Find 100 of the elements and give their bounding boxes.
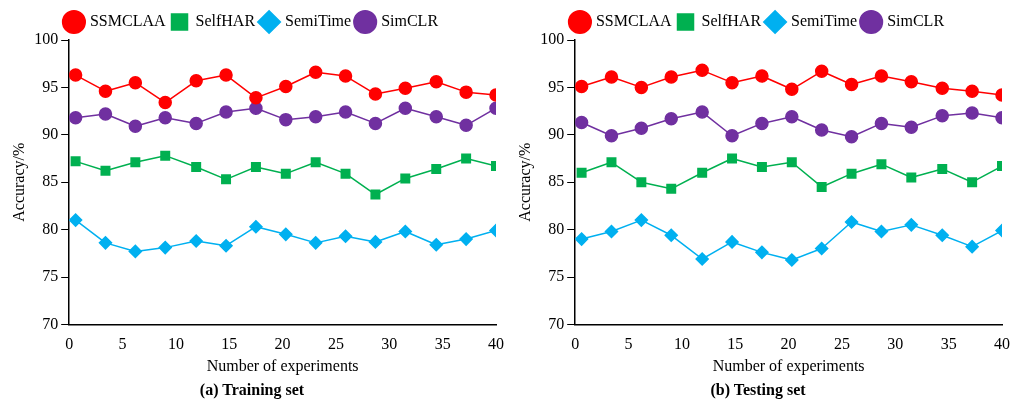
point (219, 105, 233, 119)
point (604, 70, 619, 84)
legend-label: SemiTime (285, 12, 352, 30)
point (219, 238, 233, 253)
point (666, 183, 677, 194)
x-tick-label: 25 (327, 335, 344, 353)
point (429, 238, 443, 252)
x-tick-label: 40 (488, 335, 504, 353)
point (575, 115, 589, 130)
point (904, 120, 919, 134)
y-tick-label: 70 (42, 314, 59, 332)
point (98, 107, 113, 121)
point (904, 218, 919, 232)
point (846, 168, 857, 179)
point (398, 101, 413, 116)
point (429, 110, 443, 124)
y-tick-label: 95 (42, 77, 59, 95)
point (189, 234, 203, 248)
point (874, 116, 889, 131)
point (786, 157, 797, 168)
legend-label: SimCLR (887, 12, 945, 30)
x-tick-label: 0 (571, 335, 580, 353)
point (844, 215, 859, 229)
point (398, 224, 413, 239)
point (308, 65, 323, 79)
point (219, 68, 233, 82)
point (431, 163, 442, 174)
point (370, 189, 381, 200)
x-tick-label: 5 (118, 335, 127, 353)
y-tick-label: 75 (548, 267, 565, 285)
point (69, 110, 83, 125)
point (755, 116, 769, 131)
point (874, 224, 889, 239)
x-tick-label: 10 (673, 335, 690, 353)
point (338, 69, 353, 83)
point (634, 213, 649, 227)
point (160, 150, 171, 161)
point (876, 159, 887, 170)
point (725, 235, 739, 249)
x-tick-label: 30 (381, 335, 398, 353)
point (755, 245, 769, 260)
point (130, 157, 141, 168)
y-tick-label: 80 (548, 219, 565, 237)
point (785, 253, 799, 267)
x-tick-label: 5 (624, 335, 633, 353)
point (461, 153, 472, 164)
point (906, 172, 917, 183)
point (634, 121, 649, 135)
legend-label: SSMCLAA (595, 12, 672, 30)
point (695, 105, 709, 119)
point (874, 69, 889, 83)
x-tick-label: 25 (833, 335, 850, 353)
y-tick-label: 75 (42, 267, 59, 285)
x-tick-label: 20 (274, 335, 291, 353)
point (249, 101, 263, 116)
point (158, 95, 172, 110)
point (308, 236, 323, 250)
point (814, 123, 829, 137)
point (189, 74, 203, 88)
point (695, 252, 709, 266)
point (965, 84, 979, 98)
point (935, 228, 949, 243)
point (400, 173, 411, 184)
point (158, 110, 172, 125)
point (429, 74, 443, 89)
point (755, 69, 769, 83)
y-tick-label: 80 (42, 219, 59, 237)
point (935, 109, 949, 123)
y-tick-label: 90 (548, 125, 565, 142)
x-tick-label: 10 (167, 335, 184, 353)
legend-label: SelfHAR (195, 12, 256, 30)
point (725, 75, 739, 90)
point (368, 235, 383, 249)
point (308, 110, 323, 124)
point (128, 119, 143, 134)
point (904, 74, 919, 89)
point (158, 240, 172, 255)
point (69, 68, 83, 82)
x-tick-label: 0 (65, 335, 74, 353)
point (695, 63, 709, 78)
point (128, 75, 143, 90)
text: (b) Testing set (710, 380, 807, 399)
point (697, 167, 708, 178)
point (664, 111, 678, 126)
point (100, 165, 111, 176)
point (459, 85, 473, 99)
point (935, 81, 949, 96)
point (844, 77, 859, 92)
y-tick-label: 90 (42, 125, 59, 142)
point (250, 162, 261, 173)
point (727, 153, 738, 164)
point (249, 220, 263, 234)
y-tick-label: 100 (34, 30, 59, 48)
point (398, 81, 413, 96)
point (338, 229, 353, 243)
y-tick-label: 85 (548, 172, 565, 190)
point (368, 87, 383, 101)
text: (a) Training set (199, 380, 305, 399)
point (69, 213, 83, 227)
point (604, 129, 619, 143)
